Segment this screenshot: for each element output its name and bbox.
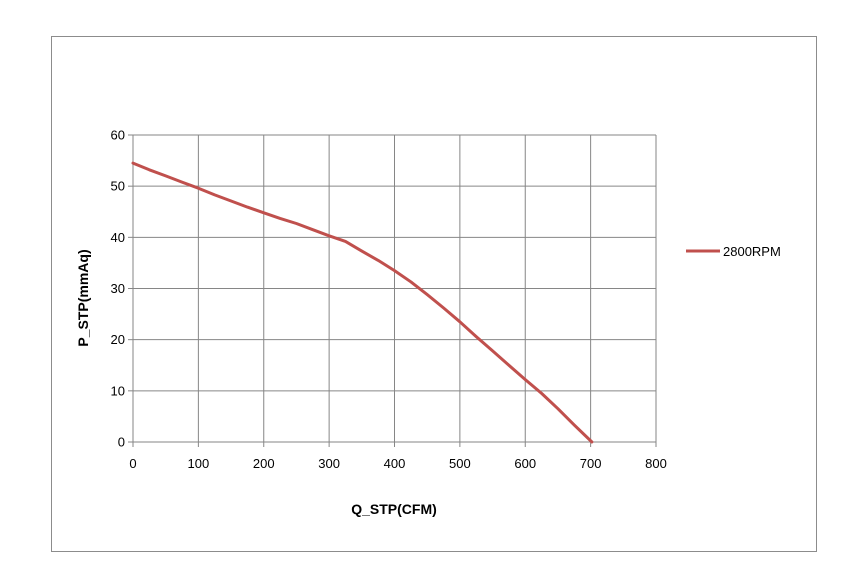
y-tick-label: 40 bbox=[111, 230, 125, 245]
x-tick-label: 800 bbox=[645, 456, 667, 471]
x-tick-label: 300 bbox=[318, 456, 340, 471]
x-tick-label: 500 bbox=[449, 456, 471, 471]
y-tick-label: 10 bbox=[111, 383, 125, 398]
y-tick-label: 0 bbox=[118, 435, 125, 450]
chart-frame bbox=[51, 36, 817, 552]
x-axis-title: Q_STP(CFM) bbox=[351, 501, 437, 517]
y-tick-label: 50 bbox=[111, 179, 125, 194]
y-tick-label: 30 bbox=[111, 281, 125, 296]
x-tick-label: 700 bbox=[580, 456, 602, 471]
x-tick-labels: 0 100 200 300 400 500 600 700 800 bbox=[129, 442, 667, 471]
legend-label: 2800RPM bbox=[723, 244, 781, 259]
y-tick-label: 60 bbox=[111, 128, 125, 143]
x-tick-label: 100 bbox=[188, 456, 210, 471]
y-tick-labels: 0 10 20 30 40 50 60 bbox=[111, 128, 133, 450]
y-tick-label: 20 bbox=[111, 332, 125, 347]
y-axis-title: P_STP(mmAq) bbox=[75, 249, 91, 346]
grid bbox=[132, 134, 657, 443]
x-tick-label: 0 bbox=[129, 456, 136, 471]
legend: 2800RPM bbox=[686, 244, 781, 259]
x-tick-label: 400 bbox=[384, 456, 406, 471]
x-tick-label: 600 bbox=[514, 456, 536, 471]
series-line bbox=[131, 161, 594, 444]
x-tick-label: 200 bbox=[253, 456, 275, 471]
series-lines bbox=[131, 161, 594, 444]
